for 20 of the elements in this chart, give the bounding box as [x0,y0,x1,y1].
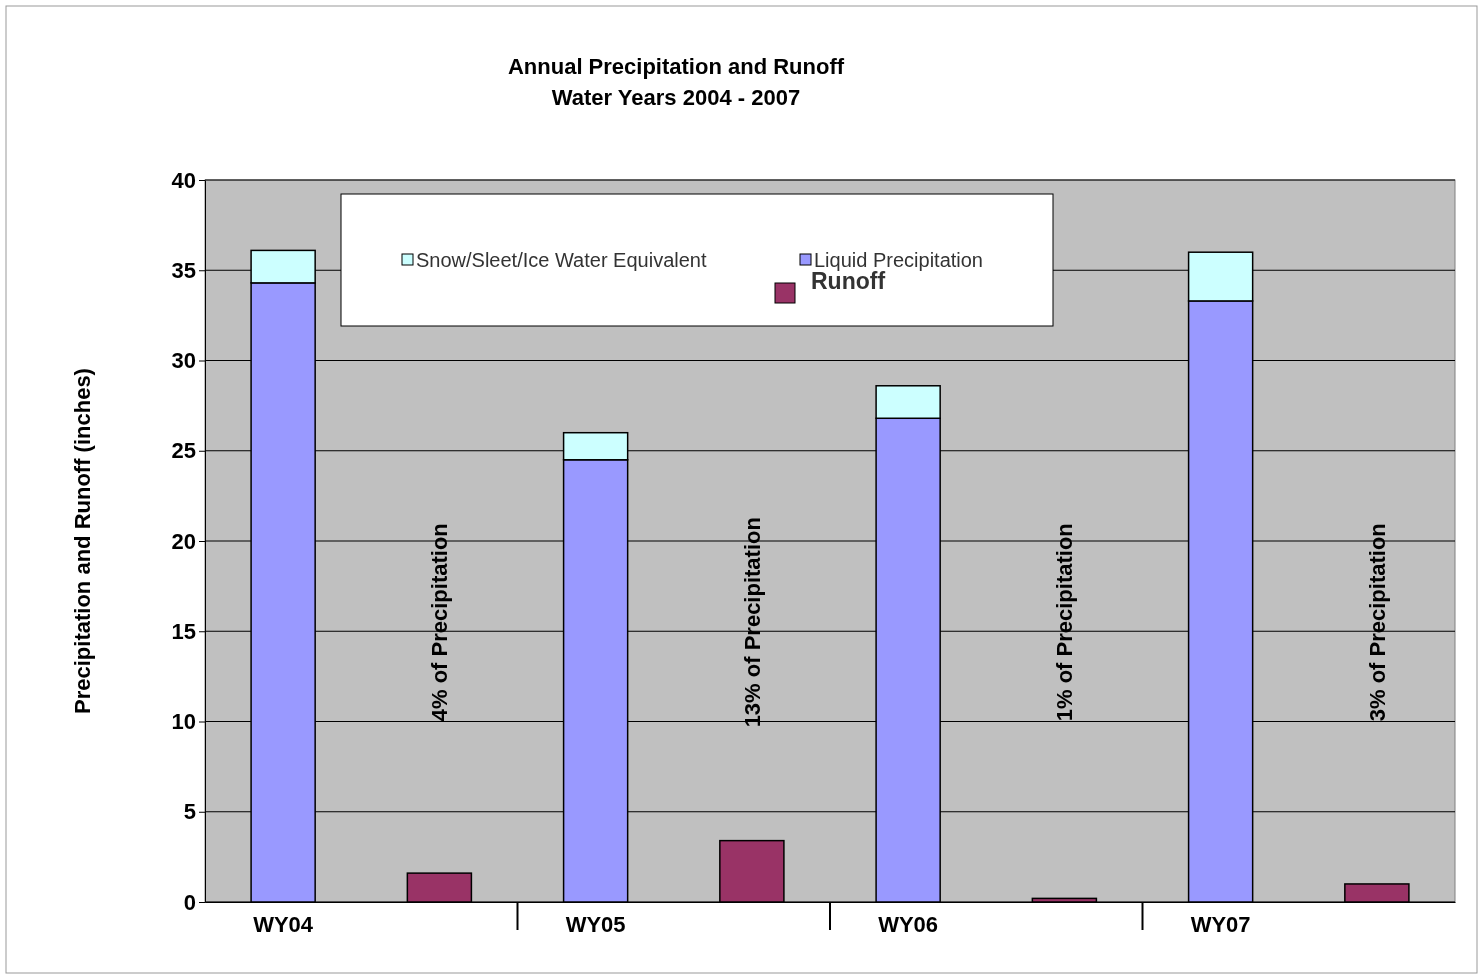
annotation: 3% of Precipitation [1364,523,1390,722]
legend-label: Liquid Precipitation [814,249,983,271]
y-tick-label: 10 [171,709,196,735]
annotation: 1% of Precipitation [1052,523,1078,722]
y-tick-label: 40 [171,167,196,193]
y-tick-label: 30 [171,348,196,374]
y-tick-label: 15 [171,618,196,644]
y-tick-label: 0 [183,889,196,915]
x-tick-label: WY07 [1190,911,1251,937]
y-tick-label: 5 [183,799,196,825]
y-axis-title: Precipitation and Runoff (inches) [70,368,95,714]
y-tick-label: 20 [171,528,196,554]
x-tick-label: WY05 [565,911,626,937]
chart-title: Annual Precipitation and Runoff Water Years 2004 - 2007 [507,54,845,110]
y-tick-label: 25 [171,438,196,464]
y-tick-label: 35 [171,257,196,283]
annotation: 4% of Precipitation [427,523,453,722]
legend-label: Snow/Sleet/Ice Water Equivalent [416,249,707,271]
x-tick-label: WY06 [878,911,939,937]
x-tick-label: WY04 [253,911,314,937]
